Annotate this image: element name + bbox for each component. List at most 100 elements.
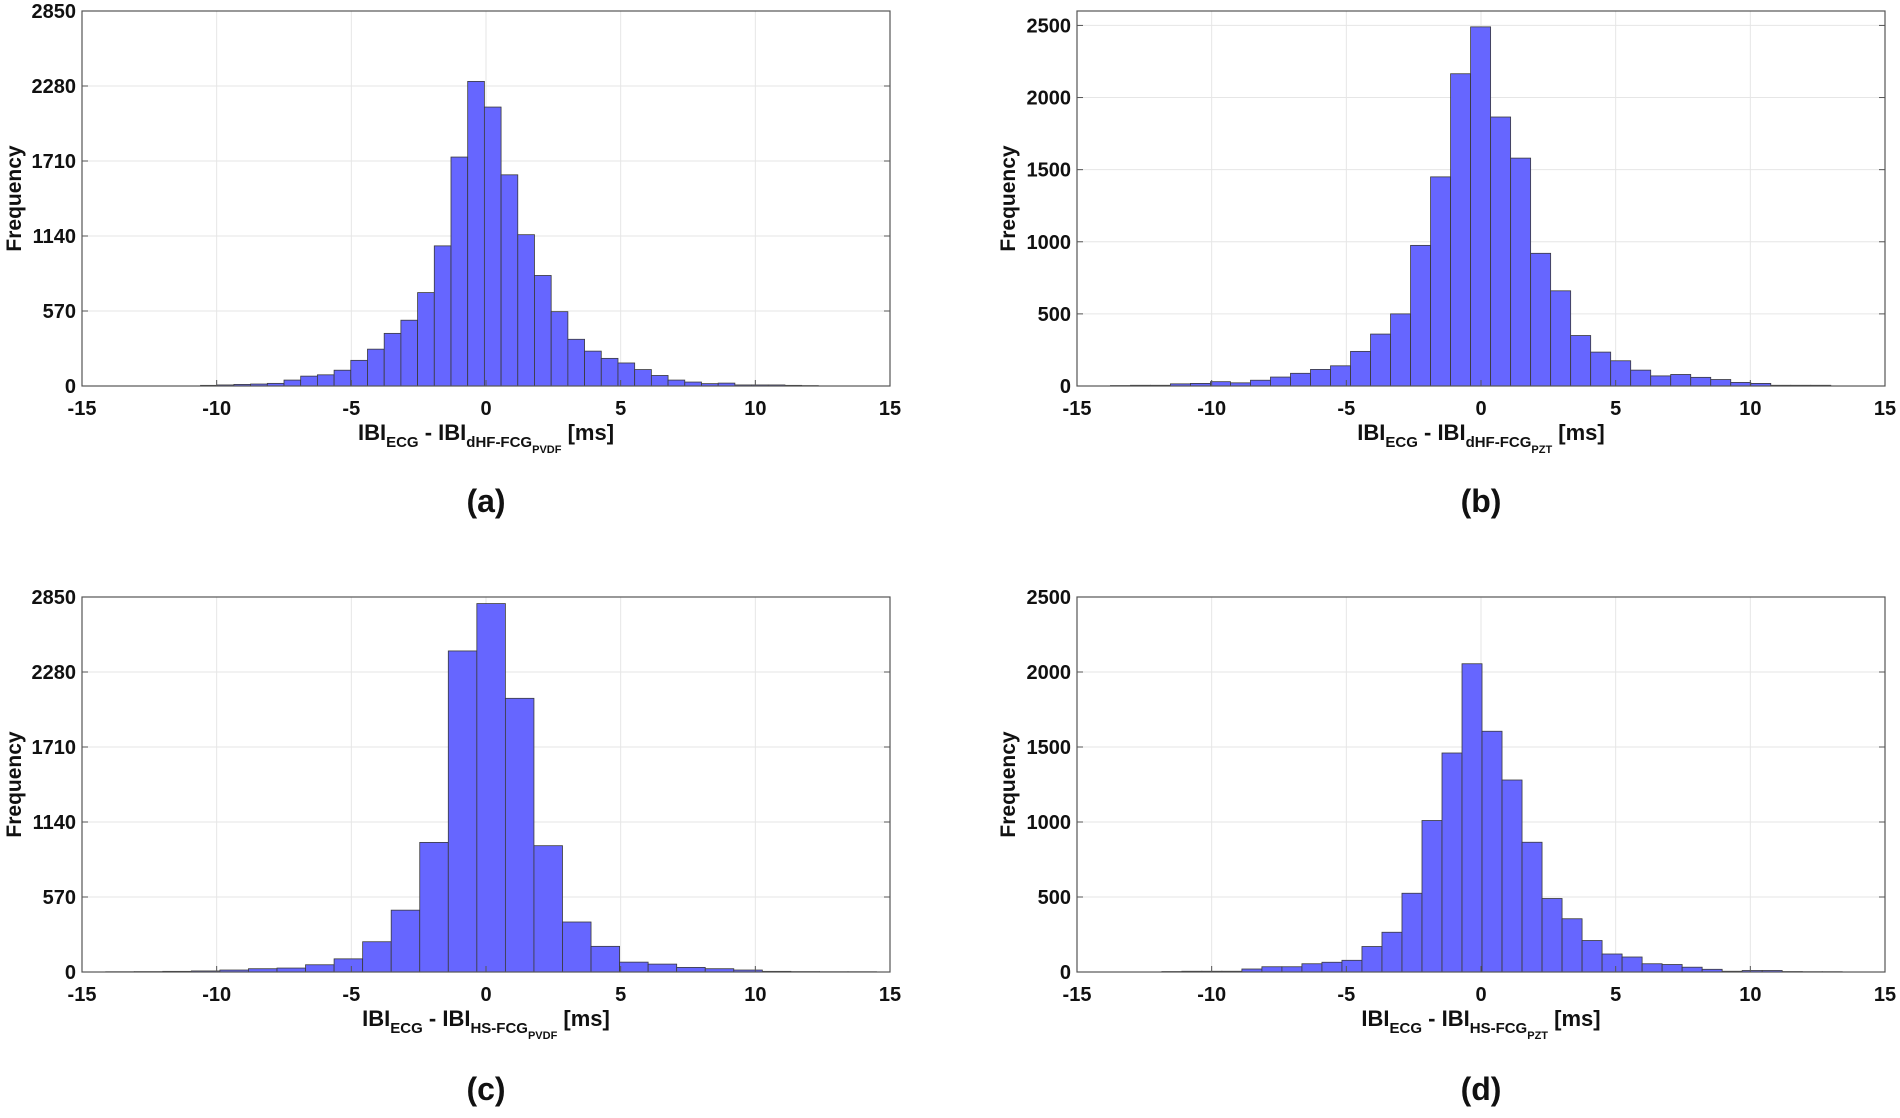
- panel-label: (c): [466, 1071, 505, 1107]
- histogram-bar: [600, 357, 619, 387]
- histogram-bar: [476, 603, 506, 973]
- histogram-bar: [517, 234, 535, 387]
- y-tick-label: 0: [1060, 376, 1071, 398]
- y-tick-label: 500: [1038, 304, 1071, 326]
- histogram-bar: [1430, 176, 1451, 387]
- histogram-bar: [1410, 244, 1431, 387]
- xlabel-subscript: ECG: [1390, 1020, 1423, 1037]
- xlabel-subscript: dHF-FCG: [466, 434, 532, 451]
- xlabel-subscript: HS-FCG: [1470, 1020, 1528, 1037]
- histogram-bar: [367, 348, 385, 387]
- histogram-bar: [619, 961, 649, 973]
- histogram-bar: [417, 292, 435, 387]
- xlabel-unit: [ms]: [1548, 1006, 1601, 1031]
- histogram-bar: [1450, 73, 1472, 387]
- x-tick-label: 10: [744, 398, 766, 420]
- histogram-bar: [1310, 369, 1331, 387]
- xlabel-subscript: ECG: [1385, 434, 1418, 451]
- y-tick-label: 570: [43, 301, 76, 323]
- histogram-bar: [400, 319, 418, 387]
- x-tick-label: 0: [1475, 398, 1486, 420]
- xlabel-subscript: ECG: [390, 1020, 423, 1037]
- x-tick-label: 0: [480, 984, 491, 1006]
- x-tick-label: -15: [1063, 984, 1092, 1006]
- histogram-bar: [1421, 820, 1443, 973]
- histogram-bar: [1541, 898, 1563, 973]
- xlabel-subsubscript: PVDF: [528, 1030, 558, 1042]
- chart-panel-c: -15 -10 -5 0 5 10 15 0 570 1140 1710 2280 2850 Freque…: [3, 587, 901, 1107]
- chart-panel-a: -15 -10 -5 0 5 10 15 0 570 1140 1710 2280 2850 Freque…: [3, 1, 901, 519]
- y-tick-label: 2280: [32, 662, 77, 684]
- histogram-bar: [1481, 730, 1503, 973]
- chart-panel-b: -15 -10 -5 0 5 10 15 0 500 1000 1500 2000 2500 Freque…: [997, 10, 1896, 519]
- x-tick-label: 5: [615, 984, 626, 1006]
- histogram-bar: [1441, 752, 1463, 973]
- x-tick-label: -15: [1063, 398, 1092, 420]
- histogram-bar: [333, 369, 352, 387]
- histogram-bar: [647, 963, 678, 973]
- histogram-bar: [483, 106, 502, 387]
- histogram-bar: [1530, 252, 1552, 387]
- x-tick-label: 15: [1874, 984, 1896, 1006]
- histogram-bar: [1681, 966, 1703, 973]
- xlabel-part: IBI: [358, 420, 386, 445]
- x-axis-label: IBIECG - IBIHS-FCGPZT [ms]: [1361, 1006, 1600, 1042]
- histogram-bar: [419, 841, 449, 973]
- histogram-bar: [1341, 959, 1363, 973]
- histogram-bar: [333, 958, 364, 973]
- panel-label: (d): [1461, 1071, 1502, 1107]
- xlabel-unit: [ms]: [557, 1006, 610, 1031]
- histogram-bar: [1490, 116, 1512, 387]
- y-tick-label: 0: [1060, 962, 1071, 984]
- histogram-bar: [1501, 779, 1523, 973]
- y-axis-label: Frequency: [3, 145, 26, 252]
- histogram-bar: [300, 375, 318, 387]
- histogram-bar: [283, 379, 302, 387]
- x-tick-label: 5: [1610, 984, 1621, 1006]
- y-tick-label: 2850: [32, 587, 77, 609]
- histogram-bar: [350, 359, 368, 387]
- xlabel-subsubscript: PVDF: [532, 444, 562, 456]
- x-tick-label: -15: [68, 984, 97, 1006]
- y-tick-label: 1000: [1027, 232, 1072, 254]
- xlabel-subsubscript: PZT: [1527, 1030, 1548, 1042]
- x-tick-label: -10: [202, 398, 231, 420]
- y-tick-label: 0: [65, 376, 76, 398]
- xlabel-part: IBI: [1357, 420, 1385, 445]
- histogram-bar: [447, 650, 478, 973]
- y-tick-label: 500: [1038, 887, 1071, 909]
- histogram-bar: [1670, 374, 1692, 387]
- histogram-bar: [1270, 376, 1291, 387]
- histogram-bar: [533, 845, 563, 973]
- y-tick-label: 1000: [1027, 812, 1072, 834]
- histogram-bar: [500, 174, 519, 387]
- x-tick-label: 15: [879, 984, 901, 1006]
- histogram-bar: [1510, 157, 1532, 387]
- histogram-bar: [1381, 931, 1403, 973]
- y-tick-label: 1500: [1027, 737, 1072, 759]
- histogram-bar: [1390, 313, 1411, 387]
- xlabel-part: - IBI: [1422, 1006, 1470, 1031]
- x-axis-label: IBIECG - IBIdHF-FCGPVDF [ms]: [358, 420, 614, 456]
- x-tick-label: -5: [1337, 398, 1355, 420]
- histogram-bar: [1630, 369, 1652, 387]
- histogram-bar: [1401, 892, 1423, 973]
- histogram-bar: [1650, 375, 1672, 387]
- histogram-bar: [1301, 963, 1323, 973]
- histogram-bar: [1601, 953, 1623, 973]
- x-tick-label: -15: [68, 398, 97, 420]
- x-axis-label: IBIECG - IBIdHF-FCGPZT [ms]: [1357, 420, 1604, 456]
- histogram-bar: [1250, 379, 1271, 387]
- y-tick-label: 2500: [1027, 15, 1072, 37]
- histogram-bar: [1470, 26, 1492, 387]
- histogram-bar: [467, 80, 485, 387]
- xlabel-part: IBI: [1361, 1006, 1389, 1031]
- y-tick-label: 1140: [33, 812, 76, 834]
- xlabel-unit: [ms]: [561, 420, 614, 445]
- xlabel-part: - IBI: [419, 420, 467, 445]
- x-tick-label: -5: [342, 398, 360, 420]
- y-tick-label: 570: [43, 887, 76, 909]
- histogram-bar: [362, 941, 392, 973]
- histogram-bar: [1641, 963, 1663, 973]
- y-tick-label: 1710: [32, 151, 77, 173]
